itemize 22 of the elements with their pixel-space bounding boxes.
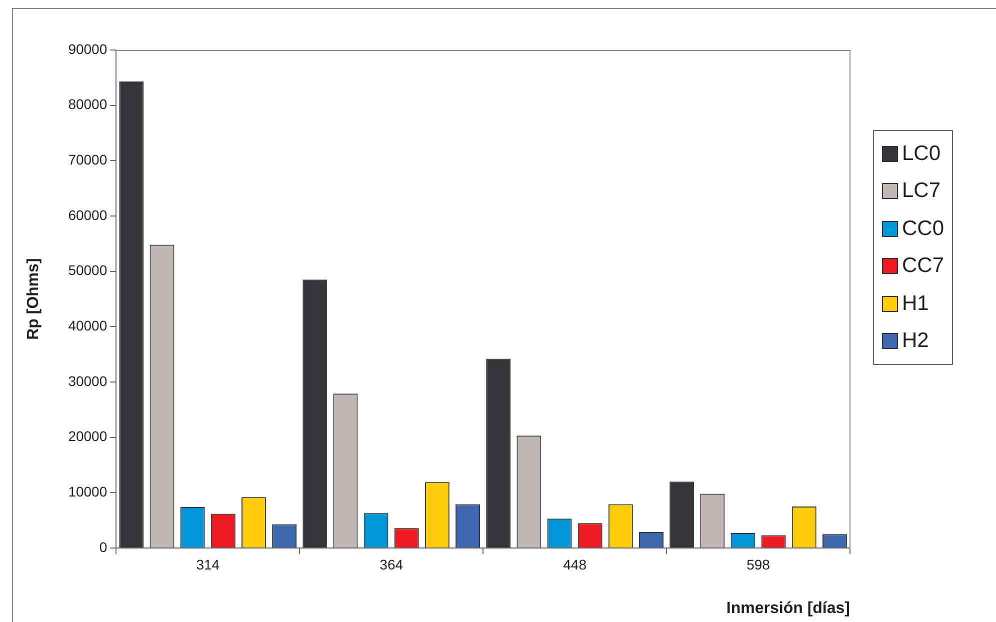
- y-tick-label: 80000: [68, 96, 108, 112]
- x-tick-label: 598: [746, 556, 770, 572]
- y-tick-label: 10000: [68, 484, 108, 500]
- legend-label: CC7: [902, 254, 944, 278]
- legend-label: CC0: [902, 216, 944, 241]
- y-tick-label: 20000: [68, 428, 108, 444]
- y-tick-label: 90000: [68, 40, 108, 57]
- y-tick-label: 60000: [68, 206, 108, 223]
- x-axis-title: Inmersión [días]: [726, 600, 850, 617]
- x-tick-label: 364: [380, 556, 404, 572]
- legend-label: H2: [902, 329, 929, 354]
- y-tick-label: 50000: [68, 262, 108, 278]
- y-tick-label: 70000: [68, 152, 108, 168]
- legend-label: LC7: [902, 179, 941, 204]
- y-tick-label: 0: [99, 538, 108, 555]
- legend-label: LC0: [902, 142, 941, 166]
- x-tick-label: 448: [563, 556, 587, 572]
- y-axis-title: Rp [Ohms]: [25, 258, 42, 340]
- y-tick-label: 30000: [68, 372, 108, 389]
- y-tick-label: 40000: [68, 318, 108, 334]
- legend-label: H1: [902, 292, 929, 316]
- x-tick-label: 314: [196, 556, 220, 572]
